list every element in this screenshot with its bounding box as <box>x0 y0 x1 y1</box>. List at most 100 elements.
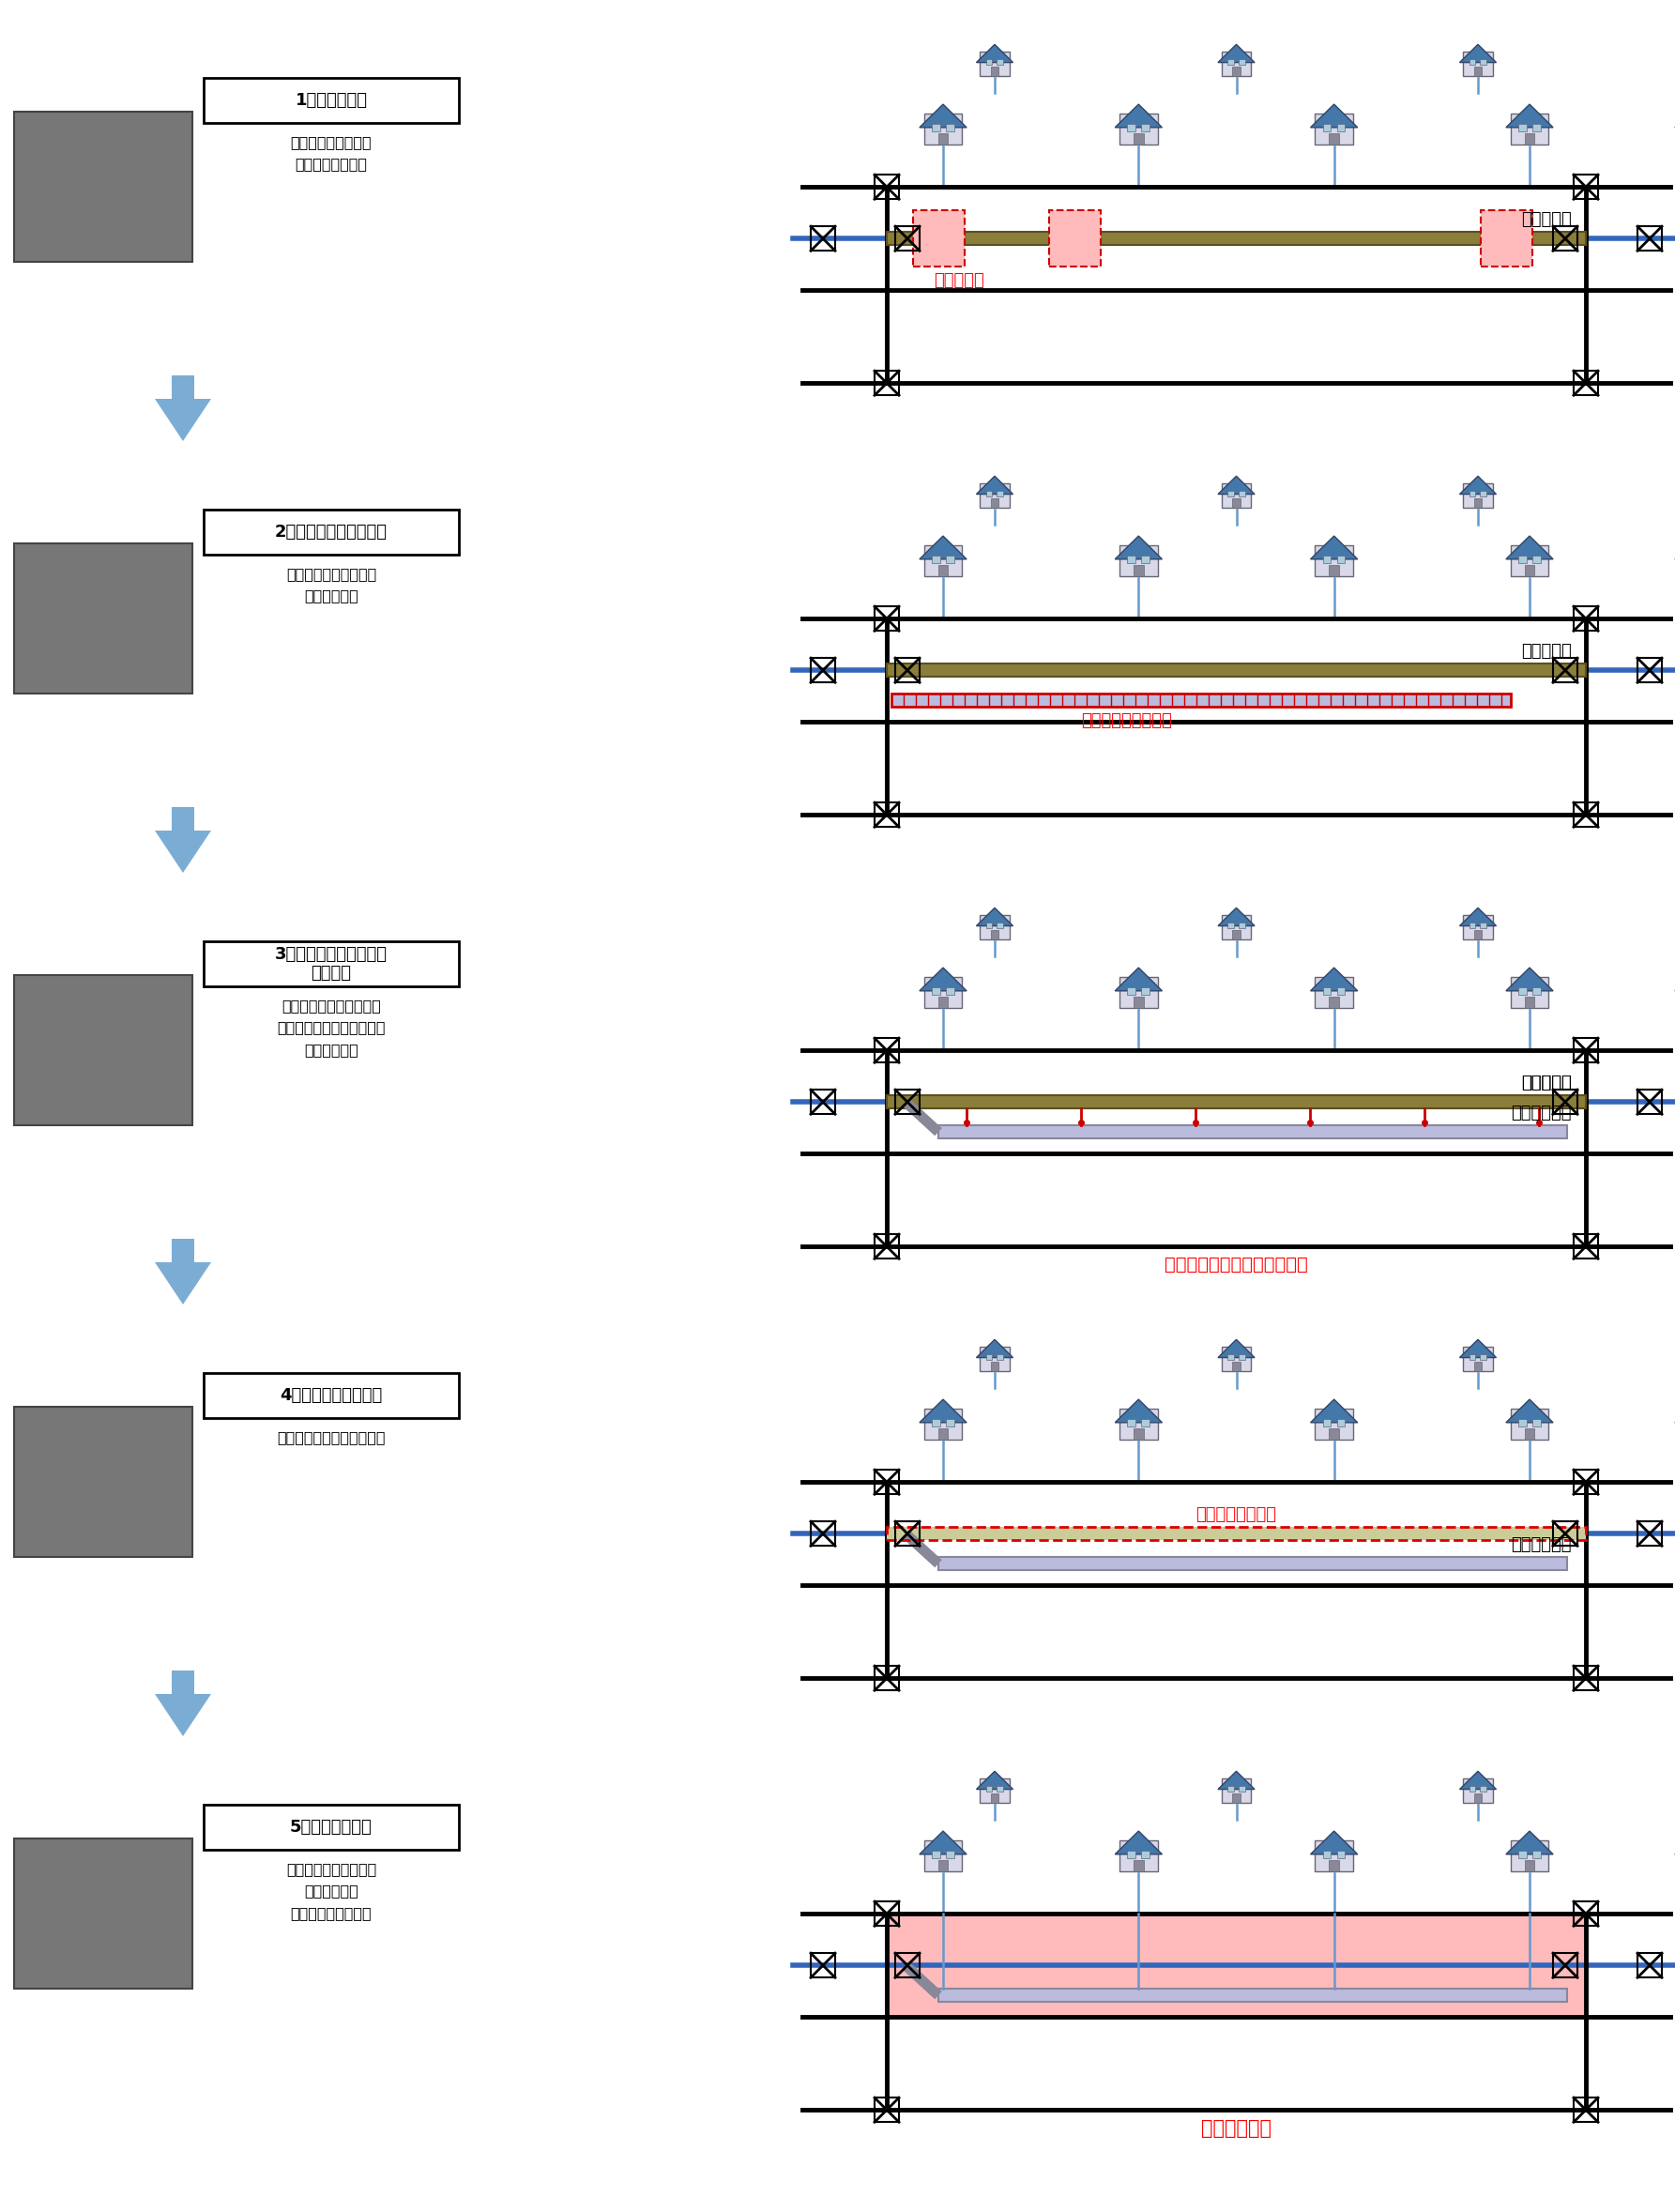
Bar <box>1323 555 1332 562</box>
Bar <box>874 175 899 199</box>
Text: 古い水道管: 古い水道管 <box>1521 644 1571 659</box>
Bar <box>1481 922 1486 929</box>
Text: 舗装の本復旧: 舗装の本復旧 <box>1201 2119 1271 2139</box>
Bar <box>894 226 920 250</box>
Bar <box>1469 922 1476 929</box>
Bar <box>1127 555 1136 562</box>
Polygon shape <box>154 1694 211 1736</box>
Bar <box>1127 124 1136 131</box>
Bar <box>1228 1354 1234 1360</box>
Bar <box>13 1407 193 1557</box>
Text: 仮の舗装をはがして、
範囲を広げて
舗装を行ないます。: 仮の舗装をはがして、 範囲を広げて 舗装を行ないます。 <box>286 1863 377 1920</box>
Polygon shape <box>1459 44 1496 62</box>
Bar <box>1524 995 1534 1009</box>
Bar <box>891 695 1511 708</box>
Text: 古い水道管を撤去します。: 古い水道管を撤去します。 <box>276 1431 385 1444</box>
Bar <box>1638 1091 1662 1115</box>
Bar <box>1134 1860 1144 1871</box>
Bar <box>987 1354 992 1360</box>
Bar <box>13 111 193 261</box>
Bar <box>997 60 1003 64</box>
Polygon shape <box>920 1832 966 1854</box>
Bar <box>938 1860 948 1871</box>
Bar <box>946 1418 955 1427</box>
Bar <box>1518 987 1526 995</box>
Polygon shape <box>1506 104 1553 128</box>
Polygon shape <box>1506 1832 1553 1854</box>
Polygon shape <box>154 830 211 874</box>
Polygon shape <box>1116 535 1162 560</box>
Bar <box>811 657 836 684</box>
Bar <box>1474 66 1482 75</box>
Bar <box>987 60 992 64</box>
Bar <box>931 1851 940 1858</box>
Bar <box>938 1989 1568 2002</box>
Text: 新しい水道管の埋設を
行ないます。: 新しい水道管の埋設を 行ないます。 <box>286 566 377 604</box>
Bar <box>1228 922 1234 929</box>
Bar <box>946 555 955 562</box>
Bar <box>1141 987 1149 995</box>
Bar <box>874 1037 899 1062</box>
Bar <box>980 1778 1010 1803</box>
Bar <box>1127 1851 1136 1858</box>
Bar <box>946 124 955 131</box>
Bar <box>1233 1794 1240 1803</box>
Bar <box>173 1670 194 1694</box>
Bar <box>992 929 998 940</box>
Bar <box>938 1429 948 1440</box>
Bar <box>894 657 920 684</box>
Polygon shape <box>1459 1340 1496 1358</box>
Bar <box>1464 51 1492 75</box>
Bar <box>1228 491 1234 498</box>
Bar <box>874 2097 899 2121</box>
Bar <box>987 1787 992 1792</box>
Bar <box>1330 1860 1338 1871</box>
Polygon shape <box>1218 1772 1255 1790</box>
Bar <box>1638 657 1662 684</box>
Bar <box>1238 491 1245 498</box>
Bar <box>811 1953 836 1978</box>
Bar <box>874 1902 899 1927</box>
Bar <box>811 1091 836 1115</box>
Polygon shape <box>1218 1340 1255 1358</box>
Bar <box>1524 564 1534 577</box>
Bar <box>874 1469 899 1495</box>
Bar <box>980 482 1010 509</box>
Polygon shape <box>1310 104 1358 128</box>
Bar <box>1533 124 1541 131</box>
Bar <box>992 1363 998 1371</box>
Bar <box>931 1418 940 1427</box>
Bar <box>913 210 965 268</box>
Bar <box>1511 1409 1549 1440</box>
Bar <box>894 1091 920 1115</box>
Bar <box>1238 1354 1245 1360</box>
Bar <box>1553 1091 1578 1115</box>
Bar <box>1315 978 1353 1009</box>
Text: 1　試験堀調査: 1 試験堀調査 <box>295 93 367 108</box>
Bar <box>1573 606 1598 630</box>
Polygon shape <box>1459 1772 1496 1790</box>
Bar <box>997 1787 1003 1792</box>
Text: 古い水道管: 古い水道管 <box>1521 1075 1571 1093</box>
Bar <box>1127 987 1136 995</box>
Polygon shape <box>977 907 1013 927</box>
Bar <box>997 1354 1003 1360</box>
Bar <box>987 922 992 929</box>
Bar <box>1233 929 1240 940</box>
FancyBboxPatch shape <box>204 1374 459 1418</box>
Bar <box>1573 2097 1598 2121</box>
Bar <box>1481 60 1486 64</box>
Bar <box>1638 1522 1662 1546</box>
Bar <box>1127 1418 1136 1427</box>
Bar <box>1524 1860 1534 1871</box>
Bar <box>1553 226 1578 250</box>
Bar <box>1330 1429 1338 1440</box>
Polygon shape <box>1310 967 1358 991</box>
Bar <box>1221 1778 1251 1803</box>
Polygon shape <box>1116 1400 1162 1422</box>
Bar <box>1573 1037 1598 1062</box>
Bar <box>925 113 961 146</box>
Bar <box>1119 978 1157 1009</box>
Bar <box>874 1234 899 1259</box>
Bar <box>1573 1666 1598 1690</box>
